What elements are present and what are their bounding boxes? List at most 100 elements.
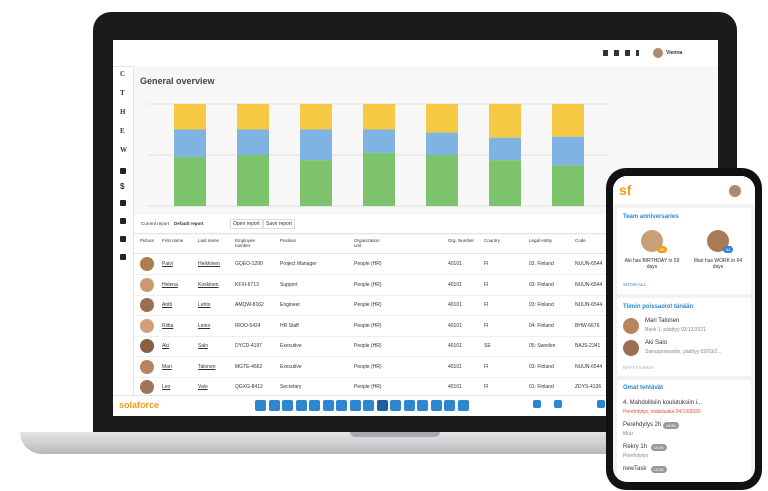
table-cell: 40101 [448,363,462,370]
task-title: 4. Mahdollisiin koulutuksiin i... [623,400,703,406]
table-cell: 03: Finland [529,363,554,370]
sidebar-letter: T [120,89,125,97]
badge: UUSI [651,444,667,451]
table-cell: 40101 [448,322,462,329]
table-header: Picture First name Last name Employee numbe… [134,235,718,254]
toolbar-button[interactable] [417,400,428,411]
task-title: Rekry 1h [623,444,648,450]
table-cell[interactable]: Salo [198,343,209,349]
column-header[interactable]: Legal entity [529,238,553,243]
toolbar-button[interactable] [533,400,541,408]
column-header[interactable]: Country [484,238,500,243]
toolbar-button[interactable] [597,400,605,408]
table-cell: 01: Finland [529,384,554,390]
column-header[interactable]: Org. Number [448,238,475,243]
table-cell: People (HR) [354,281,382,288]
task-title: newTask [623,466,647,472]
absence-detail: Bank 1, päättyy 02/12/2021 [645,327,706,333]
table-cell[interactable]: Leo [162,384,171,390]
table-cell[interactable]: Antti [162,302,173,308]
toolbar-button[interactable] [282,400,293,411]
table-cell[interactable]: Valo [198,384,208,390]
table-cell[interactable]: Heikkinen [198,261,220,267]
toolbar-button[interactable] [255,400,266,411]
toolbar-button[interactable] [349,400,361,411]
column-header[interactable]: Code [575,238,586,243]
table-row: Helena Koskinen KFXI-6713 Support People (HR… [134,275,718,296]
phone-screen: sf Team anniversaries 59 Aki has BIRTHDA… [613,176,755,482]
anniversary-text: Aki has BIRTHDAY in 59 days [624,258,680,270]
bar-segment [300,129,332,161]
table-cell[interactable]: Koskinen [198,281,219,288]
bar-segment [552,104,584,137]
toolbar-button[interactable] [444,400,455,411]
table-cell: MGTE-4662 [235,363,263,370]
bar-segment [174,157,206,206]
table-cell: 04: Finland [529,322,554,329]
employee-avatar [140,318,154,333]
toolbar-button[interactable] [390,400,401,411]
table-cell: FI [484,363,489,370]
column-header[interactable]: First name [162,238,184,243]
table-cell[interactable]: Talonen [198,363,216,370]
toolbar-button[interactable] [457,400,469,411]
toolbar-button[interactable] [295,400,307,411]
table-cell: Executive [280,363,302,370]
badge: 64 [723,246,734,253]
table-row: Antti Lehto AMQW-8162 Engineer People (HR) 40… [134,295,718,316]
open-report-button[interactable]: Open report [230,219,263,229]
absence-name: Aki Salo [645,340,668,346]
card-title: Tiimin poissaolot tänään [623,304,694,310]
laptop-base [20,432,750,454]
bar-segment [237,155,269,206]
toolbar-button[interactable] [376,400,388,411]
toolbar-button[interactable] [336,400,347,411]
task-detail: Perehdytys, määräaika 04/13/2020 [623,409,701,415]
toolbar-button[interactable] [322,400,334,411]
column-header[interactable]: Position [280,238,297,243]
table-cell: IROO-5424 [235,322,261,329]
table-cell: BHW-6676 [575,322,600,329]
table-cell[interactable]: Helena [162,281,178,288]
toolbar-button[interactable] [403,400,415,411]
show-all-link[interactable]: NÄYTÄ KAIKKI [623,365,654,370]
table-cell[interactable]: Paivi [162,261,173,267]
table-cell[interactable]: Lehto [198,302,211,308]
table-cell: 05: Sweden [529,343,556,349]
bar-segment [300,160,332,206]
bar-segment [552,136,584,166]
toolbar-button[interactable] [554,400,562,408]
table-cell: HR Staff [280,322,299,329]
column-header[interactable]: Employee number [235,238,256,248]
column-header[interactable]: Picture [140,238,155,243]
current-report-label: Current report [141,221,170,226]
table-cell: QGXG-8412 [235,384,263,390]
column-header[interactable]: Organization unit [354,238,380,248]
table-cell: GQEO-1290 [235,261,263,267]
toolbar-button[interactable] [430,400,442,411]
table-cell: Support [280,281,298,288]
sidebar-letter: C [120,70,126,78]
save-report-button[interactable]: Save report [263,219,295,229]
column-header[interactable]: Last name [198,238,220,243]
toolbar-button[interactable] [309,400,320,411]
toolbar-button[interactable] [268,400,280,411]
table-cell: NUUN-6544 [575,261,603,267]
table-cell: NUUN-6544 [575,281,603,288]
table-cell[interactable]: Aki [162,343,169,349]
table-cell[interactable]: Riitta [162,322,174,329]
table-cell: FI [484,302,489,308]
card-title: Omat tehtävät [623,385,664,391]
table-cell[interactable]: Leino [198,322,211,329]
card-title: Team anniversaries [623,214,679,220]
absence-name: Mari Talonen [645,318,680,324]
avatar [623,318,639,334]
toolbar-button[interactable] [363,400,374,411]
phone-logo: sf [619,182,632,198]
show-all-link[interactable]: SHOW ALL [623,282,647,287]
overview-chart [148,103,608,207]
avatar [623,340,639,356]
table-cell[interactable]: Mari [162,363,172,370]
table-cell: Executive [280,343,302,349]
employee-avatar [140,277,154,292]
